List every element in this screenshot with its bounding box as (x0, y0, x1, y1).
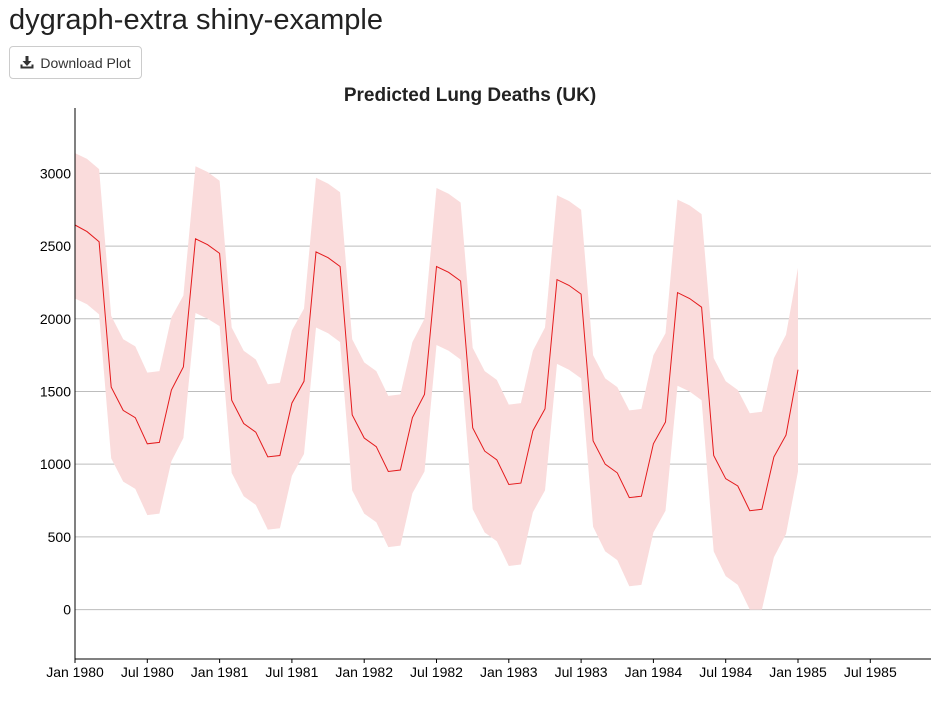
chart-title: Predicted Lung Deaths (UK) (344, 85, 596, 106)
y-tick-label-0: 0 (63, 602, 71, 618)
download-plot-label: Download Plot (40, 54, 131, 71)
x-tick-label-10: Jan 1985 (769, 664, 827, 680)
x-tick-label-4: Jan 1982 (335, 664, 393, 680)
x-tick-label-9: Jul 1984 (699, 664, 752, 680)
y-tick-label-1500: 1500 (40, 383, 71, 399)
y-tick-label-2500: 2500 (40, 238, 71, 254)
download-icon (20, 56, 34, 69)
confidence-band-layer (75, 153, 798, 610)
x-tick-label-5: Jul 1982 (410, 664, 463, 680)
x-tick-label-1: Jul 1980 (121, 664, 174, 680)
x-tick-label-2: Jan 1981 (191, 664, 249, 680)
x-tick-label-3: Jul 1981 (265, 664, 318, 680)
y-tick-label-500: 500 (48, 529, 72, 545)
page-title: dygraph-extra shiny-example (9, 4, 383, 36)
x-tick-label-8: Jan 1984 (625, 664, 683, 680)
y-axis-tick-labels: 0 500 1000 1500 2000 2500 3000 (40, 165, 71, 617)
lung-deaths-chart[interactable]: Predicted Lung Deaths (UK) 0 500 1000 1500 2… (0, 80, 944, 702)
x-tick-label-7: Jul 1983 (555, 664, 608, 680)
axes (74, 108, 931, 663)
y-tick-label-1000: 1000 (40, 456, 71, 472)
y-tick-label-3000: 3000 (40, 165, 71, 181)
prediction-line (74, 224, 799, 512)
x-tick-label-11: Jul 1985 (844, 664, 897, 680)
prediction-line-layer (74, 224, 799, 512)
x-axis-tick-labels: Jan 1980 Jul 1980 Jan 1981 Jul 1981 Jan 1982… (46, 664, 897, 680)
x-tick-label-0: Jan 1980 (46, 664, 104, 680)
y-tick-label-2000: 2000 (40, 311, 71, 327)
download-plot-button[interactable]: Download Plot (9, 46, 142, 79)
x-tick-label-6: Jan 1983 (480, 664, 538, 680)
prediction-interval-band (75, 153, 798, 610)
